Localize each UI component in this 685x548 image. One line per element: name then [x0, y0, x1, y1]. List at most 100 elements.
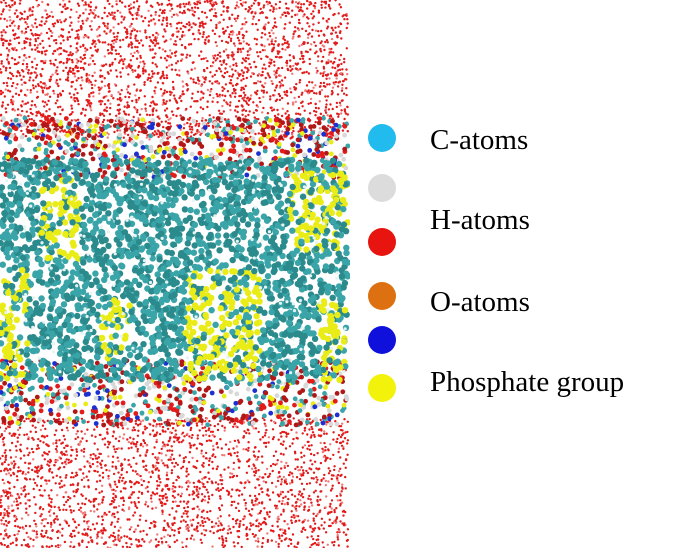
- water-molecule: [15, 75, 18, 78]
- water-molecule: [23, 93, 27, 97]
- water-molecule: [308, 80, 311, 84]
- water-molecule: [106, 71, 110, 74]
- water-molecule: [184, 25, 187, 29]
- water-molecule: [62, 39, 65, 42]
- water-molecule: [108, 510, 111, 514]
- water-molecule: [128, 518, 131, 521]
- water-molecule: [244, 84, 247, 88]
- water-molecule: [119, 71, 122, 74]
- water-molecule: [325, 19, 328, 23]
- water-molecule: [67, 73, 70, 76]
- water-molecule: [235, 522, 238, 525]
- water-molecule: [209, 19, 213, 22]
- water-molecule: [285, 432, 289, 436]
- water-molecule: [191, 433, 194, 437]
- water-molecule: [62, 0, 65, 2]
- water-molecule: [287, 473, 291, 477]
- water-molecule: [251, 508, 254, 511]
- water-molecule: [84, 1, 87, 4]
- water-molecule: [335, 101, 339, 105]
- water-molecule: [5, 67, 8, 70]
- water-molecule: [292, 417, 295, 420]
- water-molecule: [231, 68, 234, 71]
- water-molecule: [168, 513, 171, 516]
- water-molecule: [339, 520, 342, 523]
- water-molecule: [263, 63, 266, 66]
- water-molecule: [285, 7, 288, 10]
- water-molecule: [328, 469, 332, 473]
- water-molecule: [81, 66, 85, 70]
- water-molecule: [316, 503, 320, 506]
- water-molecule: [232, 63, 235, 67]
- water-molecule: [179, 6, 182, 9]
- water-molecule: [69, 51, 72, 54]
- water-molecule: [323, 430, 326, 433]
- water-molecule: [316, 452, 319, 455]
- water-molecule: [159, 88, 163, 91]
- water-molecule: [147, 9, 150, 12]
- water-molecule: [176, 5, 179, 8]
- water-molecule: [287, 497, 290, 501]
- water-molecule: [0, 522, 3, 525]
- water-molecule: [98, 40, 101, 44]
- water-molecule: [211, 75, 214, 78]
- water-molecule: [198, 1, 202, 5]
- water-molecule: [319, 81, 323, 85]
- water-molecule: [81, 19, 84, 23]
- water-molecule: [55, 439, 58, 442]
- water-molecule: [10, 441, 14, 445]
- water-molecule: [283, 503, 286, 506]
- water-molecule: [24, 102, 28, 106]
- water-molecule: [340, 501, 344, 504]
- water-molecule: [24, 30, 28, 34]
- water-molecule: [59, 130, 62, 133]
- water-molecule: [146, 78, 149, 82]
- water-molecule: [294, 88, 297, 91]
- water-molecule: [121, 427, 125, 430]
- water-molecule: [107, 443, 111, 446]
- water-molecule: [20, 17, 24, 20]
- water-molecule: [181, 58, 184, 61]
- water-molecule: [103, 437, 107, 440]
- water-molecule: [206, 66, 209, 70]
- water-molecule: [307, 440, 310, 444]
- water-molecule: [24, 134, 28, 138]
- water-molecule: [21, 62, 25, 66]
- water-molecule: [236, 77, 239, 80]
- water-molecule: [308, 25, 311, 28]
- water-molecule: [151, 5, 154, 8]
- water-molecule: [232, 58, 235, 61]
- water-molecule: [84, 513, 87, 516]
- water-molecule: [231, 475, 234, 479]
- water-molecule: [172, 422, 176, 425]
- water-molecule: [103, 443, 107, 446]
- water-molecule: [234, 62, 238, 65]
- water-molecule: [83, 511, 87, 514]
- water-molecule: [165, 499, 169, 502]
- water-molecule: [332, 544, 336, 547]
- water-molecule: [46, 92, 49, 96]
- water-molecule: [125, 125, 128, 128]
- water-molecule: [302, 471, 305, 475]
- water-molecule: [175, 478, 178, 482]
- water-molecule: [252, 101, 255, 104]
- water-molecule: [174, 436, 177, 439]
- water-molecule: [16, 440, 19, 443]
- water-molecule: [166, 3, 169, 7]
- water-molecule: [264, 16, 268, 19]
- water-molecule: [123, 58, 126, 61]
- water-molecule: [248, 48, 251, 52]
- water-molecule: [65, 450, 68, 453]
- water-molecule: [128, 65, 131, 68]
- water-molecule: [201, 107, 205, 111]
- water-molecule: [161, 9, 165, 13]
- water-molecule: [171, 494, 175, 498]
- water-molecule: [294, 1, 298, 4]
- water-molecule: [328, 0, 331, 2]
- water-molecule: [18, 426, 22, 429]
- water-molecule: [158, 425, 162, 428]
- water-molecule: [278, 98, 282, 102]
- water-molecule: [255, 524, 258, 528]
- water-molecule: [151, 70, 154, 73]
- water-molecule: [71, 111, 74, 114]
